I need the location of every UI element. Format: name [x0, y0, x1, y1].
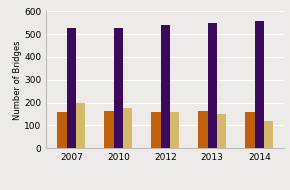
Bar	[76, 103, 86, 148]
Bar	[123, 108, 133, 148]
Bar	[104, 111, 114, 148]
Bar	[198, 111, 208, 148]
Bar	[67, 28, 76, 148]
Bar	[208, 23, 217, 148]
Bar	[170, 112, 180, 148]
Y-axis label: Number of Bridges: Number of Bridges	[12, 40, 21, 120]
Bar	[264, 121, 273, 148]
Bar	[217, 114, 226, 148]
Bar	[57, 112, 67, 148]
Bar	[151, 112, 161, 148]
Bar	[161, 25, 170, 148]
Bar	[245, 112, 255, 148]
Bar	[255, 21, 264, 148]
Bar	[114, 28, 123, 148]
